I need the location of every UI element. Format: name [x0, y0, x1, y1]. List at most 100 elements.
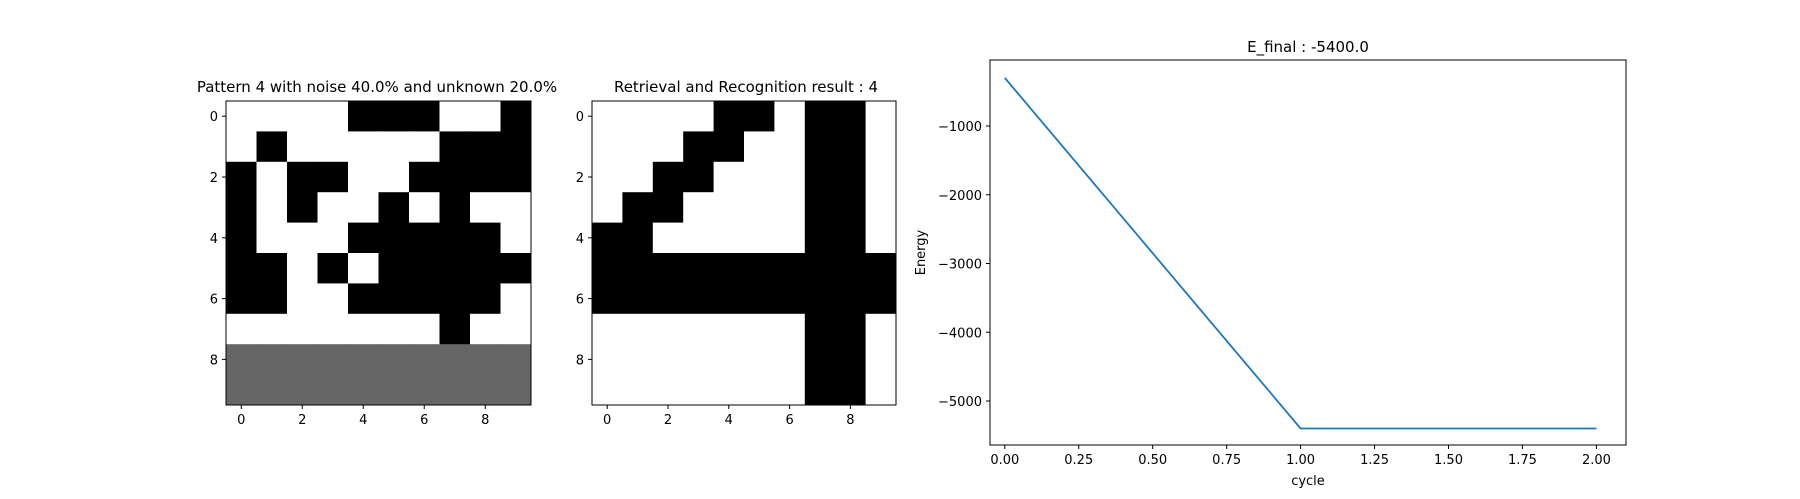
pixel-cell — [378, 222, 410, 254]
pixel-cell — [774, 192, 806, 223]
pixel-cell — [652, 344, 684, 375]
pixel-cell — [348, 253, 379, 284]
pixel-cell — [774, 222, 806, 254]
pixel-cell — [774, 253, 806, 284]
pixel-cell — [439, 222, 471, 254]
pixel-cell — [622, 344, 654, 375]
pixel-cell — [622, 253, 654, 284]
pixel-cell — [378, 374, 410, 406]
pixel-cell — [592, 131, 623, 163]
pixel-cell — [439, 161, 471, 193]
pixel-cell — [683, 283, 714, 315]
x-tick-label: 0.50 — [1138, 453, 1167, 468]
pixel-cell — [348, 344, 379, 375]
pixel-cell — [652, 313, 684, 345]
y-tick-label: −2000 — [938, 189, 982, 204]
pixel-cell — [500, 283, 532, 315]
pixel-cell — [744, 344, 775, 375]
pixel-cell — [226, 101, 257, 132]
pixel-cell — [500, 313, 532, 345]
pixel-cell — [683, 161, 714, 193]
pixel-cell — [287, 131, 318, 163]
pixel-cell — [439, 283, 471, 315]
pixel-cell — [592, 101, 623, 132]
pixel-cell — [622, 222, 654, 254]
x-tick-label: 6 — [420, 413, 428, 428]
pixel-cell — [348, 192, 379, 223]
pixel-cell — [592, 222, 623, 254]
pixel-cell — [348, 101, 379, 132]
pixel-cell — [835, 313, 866, 345]
x-tick-label: 4 — [359, 413, 367, 428]
pixel-cell — [683, 374, 714, 406]
pixel-cell — [287, 374, 318, 406]
pixel-cell — [774, 344, 806, 375]
pixel-cell — [470, 313, 501, 345]
x-tick-label: 4 — [725, 413, 733, 428]
y-tick-label: 2 — [576, 171, 584, 186]
pixel-cell — [256, 192, 288, 223]
pixel-cell — [439, 253, 471, 284]
pixel-cell — [713, 253, 745, 284]
pixel-cell — [865, 253, 897, 284]
pixel-cell — [835, 344, 866, 375]
pixel-cell — [470, 344, 501, 375]
pixel-cell — [774, 161, 806, 193]
pixel-cell — [652, 161, 684, 193]
pixel-cell — [470, 283, 501, 315]
pixel-cell — [744, 192, 775, 223]
pixel-cell — [683, 192, 714, 223]
pixel-cell — [744, 283, 775, 315]
pixel-cell — [592, 374, 623, 406]
pixel-cell — [865, 344, 897, 375]
pixel-cell — [835, 253, 866, 284]
pixel-cell — [622, 313, 654, 345]
pixel-cell — [409, 131, 440, 163]
pixel-cell — [317, 253, 349, 284]
pixel-cell — [226, 222, 257, 254]
pixel-cell — [409, 253, 440, 284]
pixel-cell — [713, 101, 745, 132]
energy-series-line — [1004, 77, 1597, 430]
pixel-cell — [378, 192, 410, 223]
pixel-cell — [774, 283, 806, 315]
y-tick-label: −1000 — [938, 120, 982, 135]
pixel-cell — [744, 374, 775, 406]
pixel-cell — [835, 101, 866, 132]
pixel-cell — [409, 344, 440, 375]
x-tick-label: 0 — [603, 413, 611, 428]
pixel-cell — [317, 222, 349, 254]
pixel-cell — [317, 374, 349, 406]
pixel-cell — [226, 344, 257, 375]
pixel-cell — [652, 374, 684, 406]
pixel-cell — [774, 131, 806, 163]
pixel-cell — [287, 192, 318, 223]
pixel-cell — [592, 283, 623, 315]
pixel-cell — [683, 313, 714, 345]
pixel-cell — [439, 131, 471, 163]
pixel-cell — [744, 101, 775, 132]
pixel-cell — [865, 101, 897, 132]
x-tick-label: 1.50 — [1434, 453, 1463, 468]
pixel-cell — [713, 222, 745, 254]
pixel-cell — [652, 131, 684, 163]
pixel-cell — [865, 161, 897, 193]
x-tick-label: 8 — [846, 413, 854, 428]
pixel-cell — [317, 131, 349, 163]
x-tick-label: 2 — [298, 413, 306, 428]
x-tick-label: 6 — [785, 413, 793, 428]
x-tick-label: 1.75 — [1508, 453, 1537, 468]
pixel-cell — [378, 131, 410, 163]
pixel-cell — [622, 161, 654, 193]
pixel-cell — [774, 374, 806, 406]
pixel-cell — [439, 192, 471, 223]
pixel-cell — [256, 344, 288, 375]
y-tick-label: −4000 — [938, 326, 982, 341]
pixel-cell — [865, 374, 897, 406]
pixel-cell — [317, 344, 349, 375]
pixel-cell — [378, 101, 410, 132]
x-axis-label: cycle — [1291, 474, 1325, 489]
pixel-cell — [652, 192, 684, 223]
pixel-cell — [470, 131, 501, 163]
pixel-cell — [804, 313, 836, 345]
